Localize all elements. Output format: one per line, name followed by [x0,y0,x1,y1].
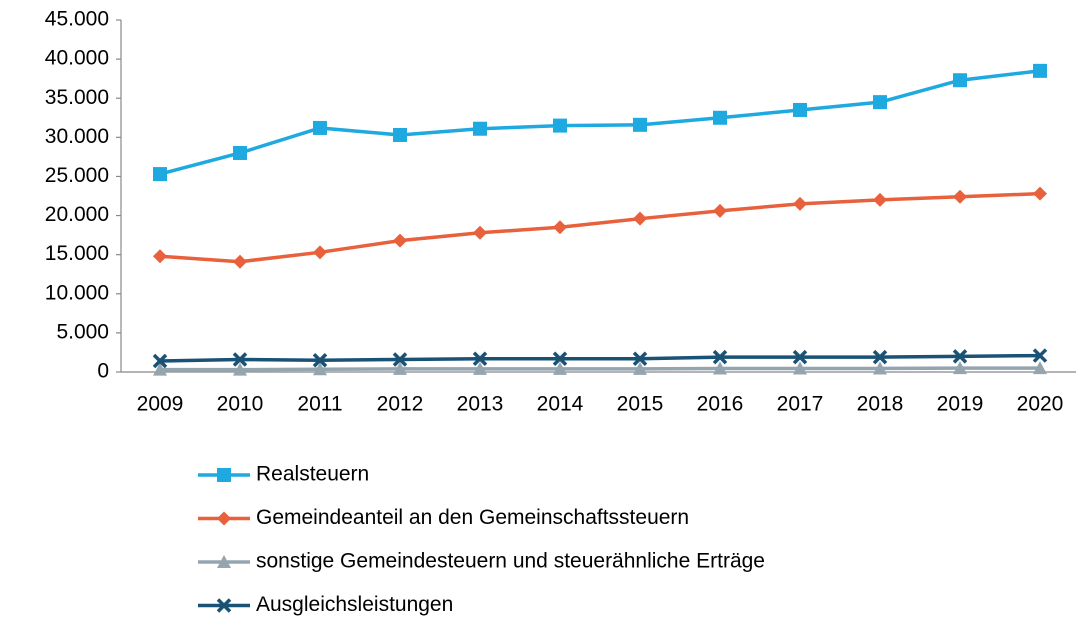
series-line [159,353,1041,363]
y-tick-label: 15.000 [45,242,109,265]
legend-marker [217,468,231,482]
x-tick-label: 2020 [1017,393,1064,416]
legend-marker [217,555,231,568]
x-tick-label: 2011 [297,393,342,416]
y-tick-label: 5.000 [56,320,109,343]
marker [793,102,807,117]
marker [313,120,327,135]
x-tick-label: 2009 [137,393,184,416]
marker [793,361,807,375]
x-tick-label: 2012 [377,393,424,416]
marker [953,73,967,88]
marker [1033,361,1047,375]
marker [552,351,568,366]
legend-label: Gemeindeanteil an den Gemeinschaftssteue… [256,506,689,529]
y-tick-label: 45.000 [45,8,109,31]
legend-label: sonstige Gemeindesteuern und steuerähnli… [256,550,765,573]
marker [313,362,327,376]
marker [473,121,487,136]
y-tick-label: 40.000 [45,47,109,70]
marker [233,254,247,269]
marker [393,233,407,248]
marker [953,189,967,204]
series-line [159,69,1041,176]
marker [713,110,727,125]
series-line [159,191,1041,264]
x-tick-label: 2015 [617,393,664,416]
marker [553,361,567,375]
marker [473,361,487,375]
marker [232,352,248,367]
legend-label: Realsteuern [256,463,369,486]
x-tick-label: 2017 [777,393,824,416]
marker [633,361,647,375]
marker [312,353,328,368]
marker [872,349,888,365]
marker [153,167,167,182]
marker [392,352,408,367]
y-tick-label: 35.000 [45,86,109,109]
marker [1033,186,1047,201]
marker [233,362,247,376]
marker [153,362,167,376]
marker [1032,348,1048,363]
marker [713,361,727,375]
marker [313,245,327,260]
x-tick-label: 2013 [457,393,504,416]
marker [633,211,647,226]
marker [1033,63,1047,78]
marker [792,349,808,365]
marker [153,249,167,264]
marker [553,118,567,133]
y-tick-label: 25.000 [45,164,109,187]
series-line [160,366,1040,372]
marker [473,225,487,240]
marker [632,351,648,366]
legend-marker [217,511,231,526]
marker [713,203,727,218]
legend-marker [216,598,232,613]
marker [712,349,728,365]
marker [233,145,247,160]
x-tick-label: 2014 [537,393,584,416]
marker [873,95,887,110]
marker [553,220,567,235]
legend-label: Ausgleichsleistungen [256,593,453,616]
marker [633,117,647,132]
marker [393,361,407,375]
marker [393,127,407,142]
y-tick-label: 20.000 [45,203,109,226]
x-tick-label: 2010 [217,393,264,416]
y-tick-label: 30.000 [45,125,109,148]
marker [472,351,488,366]
y-tick-label: 0 [97,360,109,383]
x-tick-label: 2016 [697,393,744,416]
y-tick-label: 10.000 [45,281,109,304]
x-tick-label: 2018 [857,393,904,416]
marker [152,353,168,369]
marker [873,192,887,207]
x-tick-label: 2019 [937,393,984,416]
marker [793,196,807,211]
marker [952,349,968,364]
marker [873,361,887,375]
marker [953,361,967,375]
